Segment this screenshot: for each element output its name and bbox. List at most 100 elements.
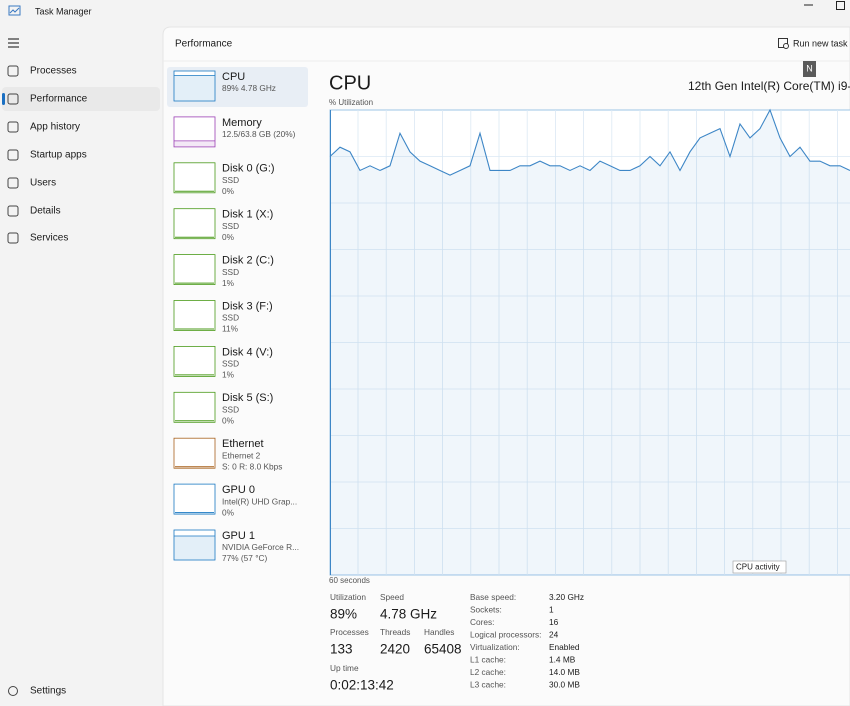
detail-label: L2 cache: bbox=[470, 667, 506, 677]
device-detail: 89% 4.78 GHz bbox=[222, 83, 276, 93]
stat-label: Utilization bbox=[330, 592, 366, 602]
device-name[interactable]: Disk 4 (V:) bbox=[222, 346, 273, 358]
device-thumbnail bbox=[173, 483, 216, 515]
device-thumbnail bbox=[173, 162, 216, 194]
device-thumbnail bbox=[173, 345, 216, 377]
device-name[interactable]: CPU bbox=[222, 71, 245, 83]
run-task-icon[interactable] bbox=[778, 38, 789, 49]
device-detail: SSD bbox=[222, 175, 239, 185]
nav-item[interactable]: Performance bbox=[30, 94, 88, 105]
detail-label: L1 cache: bbox=[470, 655, 506, 665]
shortcut-tooltip bbox=[803, 61, 816, 77]
device-thumbnail bbox=[173, 208, 216, 240]
stat-label: Speed bbox=[380, 592, 404, 602]
detail-value: Enabled bbox=[549, 642, 580, 652]
nav-item[interactable]: Details bbox=[30, 206, 61, 217]
stat-label: Handles bbox=[424, 627, 454, 637]
detail-value: 30.0 MB bbox=[549, 680, 580, 690]
device-detail: Intel(R) UHD Grap... bbox=[222, 496, 297, 506]
cpu-title: CPU bbox=[329, 72, 371, 94]
stat-label: Threads bbox=[380, 627, 410, 637]
device-thumbnail bbox=[173, 529, 216, 561]
stat-label: Processes bbox=[330, 627, 369, 637]
detail-label: L3 cache: bbox=[470, 680, 506, 690]
processor-name: 12th Gen Intel(R) Core(TM) i9-129 bbox=[688, 79, 850, 93]
x-axis-label: 60 seconds bbox=[329, 576, 370, 585]
device-detail: Ethernet 2 bbox=[222, 450, 261, 460]
device-detail: 1% bbox=[222, 370, 235, 380]
nav-icon bbox=[7, 205, 19, 217]
nav-item[interactable]: Users bbox=[30, 178, 56, 189]
nav-item[interactable]: Services bbox=[30, 233, 68, 244]
detail-label: Logical processors: bbox=[470, 630, 541, 640]
device-detail: SSD bbox=[222, 267, 239, 277]
shortcut-tooltip-text: N bbox=[806, 63, 813, 73]
device-name[interactable]: Disk 5 (S:) bbox=[222, 392, 273, 404]
device-name[interactable]: Memory bbox=[222, 117, 262, 129]
device-thumbnail bbox=[173, 391, 216, 423]
device-detail: 0% bbox=[222, 507, 235, 517]
graph-tooltip-text: CPU activity bbox=[736, 563, 780, 572]
device-detail: 11% bbox=[222, 324, 239, 334]
stat-value: 65408 bbox=[424, 642, 462, 657]
detail-label: Virtualization: bbox=[470, 642, 520, 652]
run-new-task-button[interactable]: Run new task bbox=[793, 38, 848, 48]
detail-value: 1.4 MB bbox=[549, 655, 576, 665]
device-thumbnail-fill bbox=[174, 140, 215, 147]
device-detail: 12.5/63.8 GB (20%) bbox=[222, 129, 296, 139]
detail-value: 16 bbox=[549, 617, 559, 627]
menu-button[interactable] bbox=[8, 38, 19, 48]
detail-value: 14.0 MB bbox=[549, 667, 580, 677]
nav-item[interactable]: Startup apps bbox=[30, 150, 87, 161]
nav-selected-background bbox=[2, 87, 160, 111]
page-title: Performance bbox=[175, 39, 233, 50]
device-name[interactable]: GPU 0 bbox=[222, 484, 255, 496]
nav-icon bbox=[7, 149, 19, 161]
nav-icon bbox=[7, 232, 19, 244]
device-name[interactable]: Ethernet bbox=[222, 438, 264, 450]
nav-selected-indicator bbox=[2, 93, 5, 105]
cpu-usage-area bbox=[330, 110, 850, 575]
detail-value: 1 bbox=[549, 605, 554, 615]
device-detail: 77% (57 °C) bbox=[222, 553, 268, 563]
nav-icon bbox=[7, 65, 19, 77]
detail-value: 24 bbox=[549, 630, 559, 640]
device-detail: SSD bbox=[222, 404, 239, 414]
device-thumbnail bbox=[173, 70, 216, 102]
nav-item[interactable]: Processes bbox=[30, 66, 77, 77]
device-detail: 1% bbox=[222, 278, 235, 288]
device-detail: NVIDIA GeForce R... bbox=[222, 542, 299, 552]
device-detail: SSD bbox=[222, 221, 239, 231]
device-name[interactable]: Disk 3 (F:) bbox=[222, 300, 273, 312]
device-name[interactable]: GPU 1 bbox=[222, 530, 255, 542]
maximize-button[interactable] bbox=[836, 1, 845, 10]
device-detail: 0% bbox=[222, 415, 235, 425]
device-name[interactable]: Disk 2 (C:) bbox=[222, 255, 274, 267]
device-thumbnail bbox=[173, 254, 216, 286]
device-detail: SSD bbox=[222, 313, 239, 323]
device-thumbnail bbox=[173, 437, 216, 469]
stat-value: 4.78 GHz bbox=[380, 607, 437, 622]
device-name[interactable]: Disk 0 (G:) bbox=[222, 163, 275, 175]
detail-label: Cores: bbox=[470, 617, 494, 627]
nav-settings[interactable]: Settings bbox=[30, 686, 66, 697]
y-axis-label: % Utilization bbox=[329, 98, 373, 107]
device-detail: S: 0 R: 8.0 Kbps bbox=[222, 461, 282, 471]
device-detail: 0% bbox=[222, 232, 235, 242]
detail-value: 3.20 GHz bbox=[549, 592, 584, 602]
nav-icon bbox=[7, 93, 19, 105]
detail-label: Base speed: bbox=[470, 592, 516, 602]
device-name[interactable]: Disk 1 (X:) bbox=[222, 209, 273, 221]
stat-value: 89% bbox=[330, 607, 357, 622]
device-thumbnail bbox=[173, 116, 216, 148]
stat-label: Up time bbox=[330, 663, 359, 673]
device-thumbnail-fill bbox=[174, 75, 215, 101]
device-detail: SSD bbox=[222, 359, 239, 369]
settings-icon bbox=[8, 686, 18, 696]
nav-item[interactable]: App history bbox=[30, 122, 80, 133]
nav-icon bbox=[7, 121, 19, 133]
graph-tooltip bbox=[732, 560, 787, 574]
nav-icon bbox=[7, 177, 19, 189]
stat-value: 2420 bbox=[380, 642, 410, 657]
window-title: Task Manager bbox=[35, 6, 92, 16]
